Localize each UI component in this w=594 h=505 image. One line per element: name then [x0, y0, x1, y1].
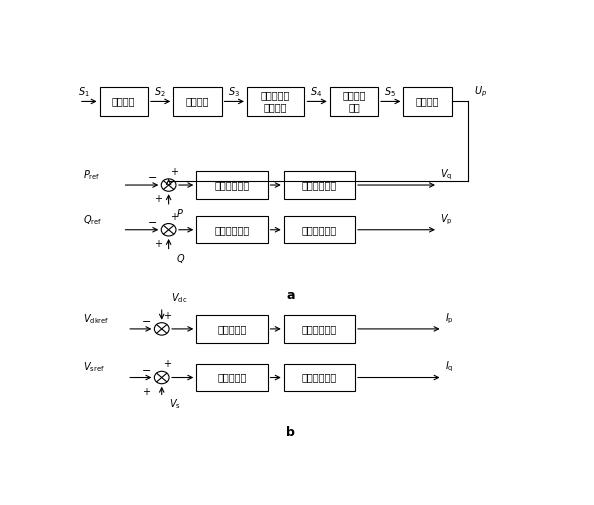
Text: $V_{\mathrm{q}}$: $V_{\mathrm{q}}$	[440, 168, 453, 182]
Text: $Q_{\mathrm{ref}}$: $Q_{\mathrm{ref}}$	[83, 213, 103, 227]
Text: $I_{\mathrm{q}}$: $I_{\mathrm{q}}$	[445, 360, 453, 374]
Text: $S_2$: $S_2$	[153, 86, 165, 99]
Text: $P_{\mathrm{ref}}$: $P_{\mathrm{ref}}$	[83, 168, 101, 182]
Bar	[284, 364, 355, 391]
Text: 相位补偿
环节: 相位补偿 环节	[342, 90, 366, 112]
Text: $U_p$: $U_p$	[474, 85, 487, 99]
Text: $S_5$: $S_5$	[384, 86, 396, 99]
Text: $+$: $+$	[163, 359, 172, 369]
Text: $+$: $+$	[141, 386, 151, 397]
Text: $-$: $-$	[147, 171, 157, 181]
Bar	[330, 87, 378, 116]
Bar	[100, 87, 148, 116]
Text: $V_{\mathrm{sref}}$: $V_{\mathrm{sref}}$	[83, 361, 105, 374]
Text: $+$: $+$	[169, 166, 179, 177]
Bar	[196, 171, 268, 198]
Bar	[284, 315, 355, 342]
Text: $\mathbf{b}$: $\mathbf{b}$	[286, 425, 296, 439]
Text: $+$: $+$	[154, 193, 163, 204]
Text: $V_{\mathrm{dc}}$: $V_{\mathrm{dc}}$	[171, 291, 187, 305]
Bar	[247, 87, 304, 116]
Bar	[196, 315, 268, 342]
Text: 比例积分环节: 比例积分环节	[302, 373, 337, 382]
Text: 一阶惯性环节: 一阶惯性环节	[214, 225, 249, 235]
Text: $+$: $+$	[154, 238, 163, 249]
Text: 隔直环节: 隔直环节	[186, 96, 209, 107]
Text: $V_{\mathrm{s}}$: $V_{\mathrm{s}}$	[169, 397, 181, 411]
Text: $-$: $-$	[141, 315, 151, 325]
Text: $+$: $+$	[169, 211, 179, 222]
Text: 比例积分环节: 比例积分环节	[302, 324, 337, 334]
Bar	[173, 87, 222, 116]
Text: 限幅环节: 限幅环节	[416, 96, 440, 107]
Text: $I_{\mathrm{p}}$: $I_{\mathrm{p}}$	[445, 312, 454, 326]
Text: 比例积分环节: 比例积分环节	[302, 225, 337, 235]
Bar	[196, 216, 268, 243]
Text: 阶惯性环节: 阶惯性环节	[217, 373, 247, 382]
Text: 监测环节: 监测环节	[112, 96, 135, 107]
Bar	[284, 171, 355, 198]
Text: $-$: $-$	[141, 364, 151, 374]
Bar	[196, 364, 268, 391]
Bar	[284, 216, 355, 243]
Text: $V_{\mathrm{p}}$: $V_{\mathrm{p}}$	[440, 212, 453, 227]
Text: $S_1$: $S_1$	[78, 86, 90, 99]
Text: 一阶惯性环节: 一阶惯性环节	[214, 180, 249, 190]
Bar	[403, 87, 451, 116]
Text: $P$: $P$	[176, 207, 184, 219]
Text: $S_4$: $S_4$	[310, 86, 323, 99]
Text: $Q$: $Q$	[176, 251, 185, 265]
Text: $\mathbf{a}$: $\mathbf{a}$	[286, 289, 295, 302]
Text: 比例积分环节: 比例积分环节	[302, 180, 337, 190]
Text: $S_3$: $S_3$	[228, 86, 239, 99]
Text: $-$: $-$	[147, 216, 157, 226]
Text: 准比例谐振
控制环节: 准比例谐振 控制环节	[261, 90, 290, 112]
Text: $+$: $+$	[163, 310, 172, 321]
Text: 阶惯性环节: 阶惯性环节	[217, 324, 247, 334]
Text: $V_{\mathrm{dkref}}$: $V_{\mathrm{dkref}}$	[83, 312, 110, 326]
